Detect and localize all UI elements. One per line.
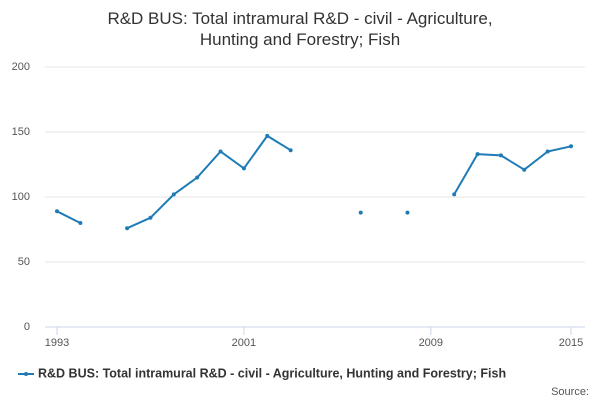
data-point <box>241 166 246 171</box>
legend-symbol-marker <box>24 372 28 376</box>
data-point <box>171 192 176 197</box>
series-line <box>453 145 572 195</box>
y-tick-label: 0 <box>24 321 30 333</box>
y-tick-label: 100 <box>12 191 30 203</box>
x-tick-label: 1993 <box>45 337 69 349</box>
data-point <box>545 149 550 154</box>
y-tick-label: 150 <box>12 126 30 138</box>
x-tick-label: 2009 <box>419 337 443 349</box>
data-point <box>498 153 503 158</box>
x-tick-label: 2001 <box>232 337 256 349</box>
data-point <box>218 149 223 154</box>
data-point <box>125 226 130 231</box>
data-point <box>452 192 457 197</box>
data-point <box>55 209 59 214</box>
data-point <box>475 152 480 157</box>
data-point <box>78 221 83 225</box>
data-point <box>148 215 153 220</box>
data-point <box>265 133 270 138</box>
data-point <box>405 210 410 215</box>
legend-label: R&D BUS: Total intramural R&D - civil - … <box>38 366 506 380</box>
chart-title: R&D BUS: Total intramural R&D - civil - … <box>107 9 493 49</box>
source-label: Source: <box>551 386 589 398</box>
series-line <box>56 210 81 224</box>
series-line <box>126 134 292 230</box>
x-tick-label: 2015 <box>559 337 583 349</box>
y-tick-label: 50 <box>18 256 30 268</box>
y-tick-label: 200 <box>12 61 30 73</box>
data-point <box>569 144 573 149</box>
data-point <box>288 148 293 153</box>
data-point <box>522 167 527 172</box>
data-point <box>195 175 200 180</box>
data-point <box>358 210 363 215</box>
